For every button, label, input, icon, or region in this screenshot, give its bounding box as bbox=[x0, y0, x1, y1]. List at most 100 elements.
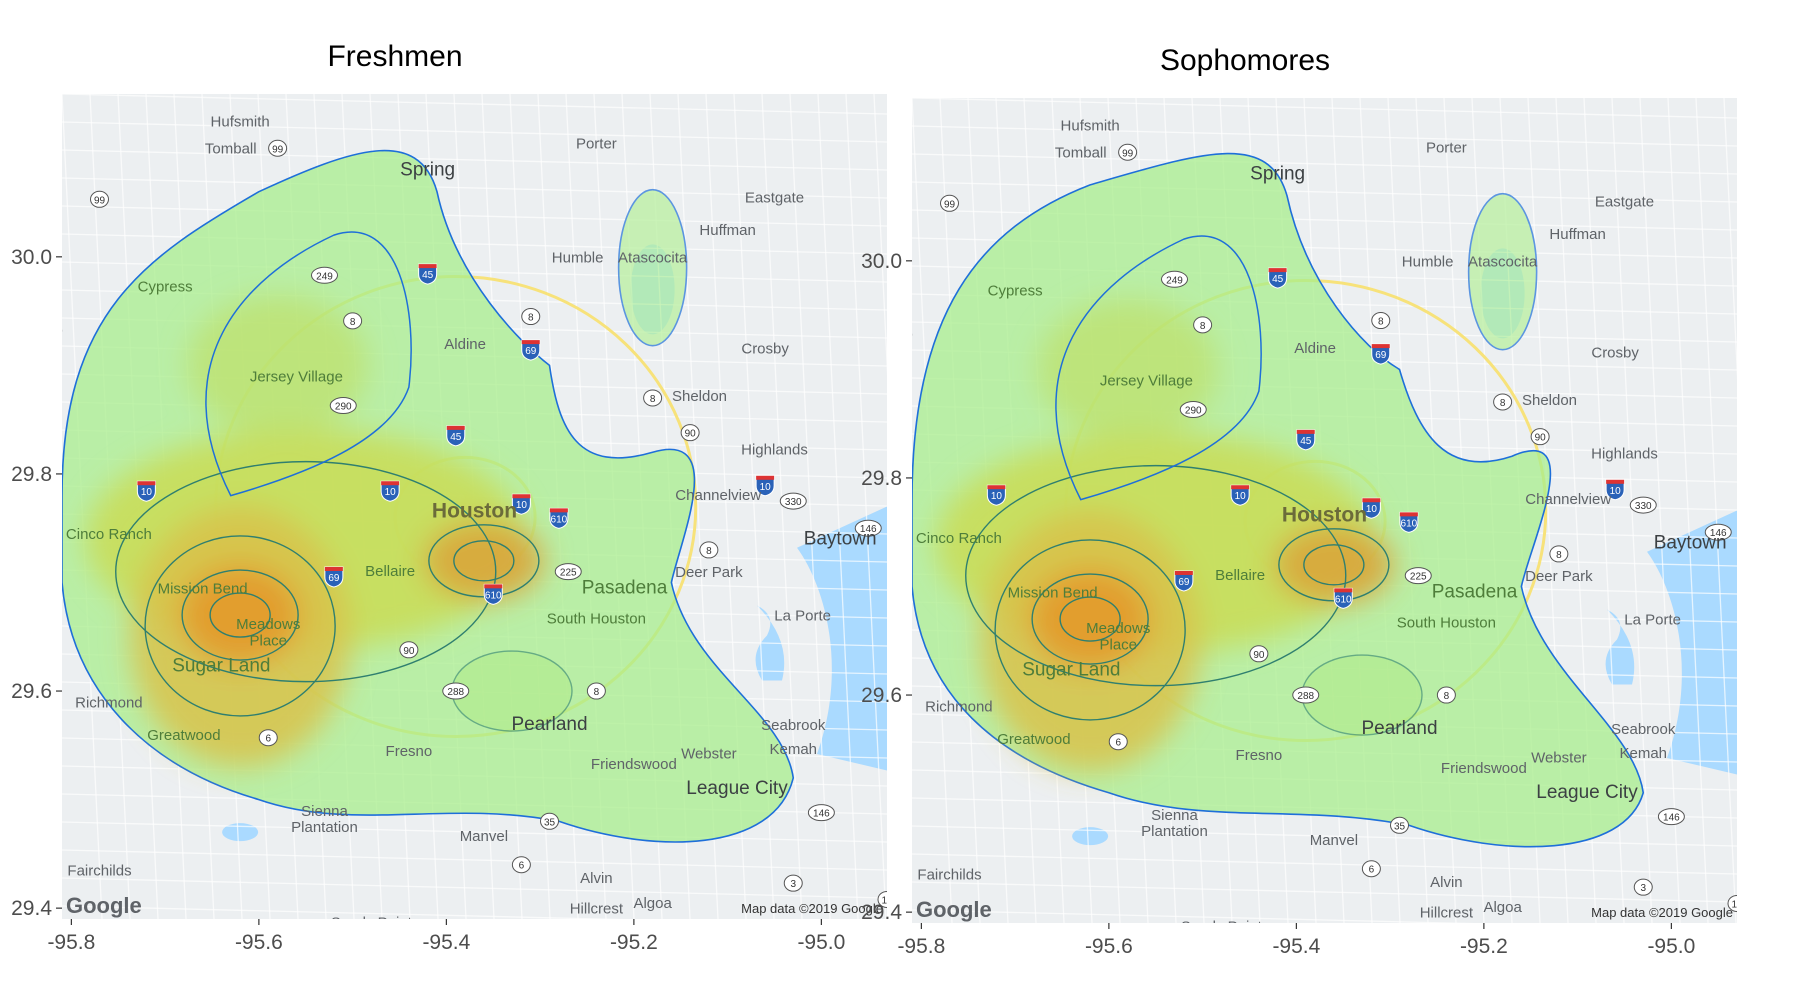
svg-text:330: 330 bbox=[785, 497, 802, 508]
svg-text:90: 90 bbox=[1253, 650, 1265, 661]
place-label: Kemah bbox=[769, 741, 817, 758]
place-label: Algoa bbox=[1483, 899, 1522, 916]
svg-text:8: 8 bbox=[706, 546, 712, 557]
place-label: Baytown bbox=[804, 528, 877, 549]
highway-shield: 69 bbox=[1174, 570, 1194, 592]
y-tick-label: 29.4 bbox=[11, 897, 52, 920]
place-label: Hillcrest bbox=[1420, 905, 1474, 922]
place-label: Hillcrest bbox=[570, 901, 624, 918]
road bbox=[62, 205, 887, 227]
lake bbox=[222, 823, 259, 842]
svg-text:90: 90 bbox=[685, 429, 697, 440]
place-label: Webster bbox=[681, 745, 737, 762]
road bbox=[912, 909, 1476, 923]
map-attribution: Map data ©2019 Google bbox=[741, 901, 883, 916]
svg-text:99: 99 bbox=[47, 327, 59, 338]
highway-shield: 90 bbox=[1530, 428, 1550, 446]
svg-text:290: 290 bbox=[335, 402, 352, 413]
map-area[interactable]: 99 99 99 249 8 45 8 69 290 8 90 45 10 10 10 10 330 146 610… bbox=[875, 98, 1764, 936]
contour-line bbox=[144, 535, 336, 717]
svg-text:69: 69 bbox=[525, 346, 537, 357]
road bbox=[1639, 98, 1681, 923]
highway-shield: 35 bbox=[540, 812, 559, 830]
place-label: Fresno bbox=[1236, 747, 1283, 764]
contour-line bbox=[181, 569, 299, 661]
place-label: Sheldon bbox=[672, 388, 727, 405]
place-label: Pearland bbox=[1361, 718, 1437, 739]
highway-shield: 10 bbox=[986, 484, 1006, 506]
x-tick-label: -95.6 bbox=[1085, 935, 1133, 958]
place-label: Aldine bbox=[444, 336, 486, 353]
place-label: Channelview bbox=[1525, 491, 1611, 508]
road bbox=[789, 94, 831, 919]
svg-text:99: 99 bbox=[272, 144, 284, 155]
place-label: Friendswood bbox=[591, 756, 677, 773]
density-map-sophomores: 99 99 99 249 8 45 8 69 290 8 90 45 10 10 10 10 330 146 610… bbox=[861, 98, 1737, 958]
svg-text:10: 10 bbox=[760, 482, 772, 493]
place-label: Huffman bbox=[699, 222, 755, 239]
road bbox=[1667, 98, 1709, 923]
highway-shield: 90 bbox=[680, 424, 700, 442]
road bbox=[1723, 98, 1737, 380]
road bbox=[845, 94, 887, 919]
place-label: Houston bbox=[432, 499, 517, 522]
highway-shield: 610 bbox=[1333, 587, 1353, 609]
svg-text:225: 225 bbox=[1410, 572, 1427, 583]
highway-shield: 90 bbox=[399, 641, 419, 659]
highway-shield: 69 bbox=[1371, 343, 1391, 365]
svg-text:8: 8 bbox=[1200, 321, 1206, 332]
highway-shield: 610 bbox=[483, 583, 503, 605]
place-label: Seabrook bbox=[761, 717, 826, 734]
place-label: Crosby bbox=[741, 340, 789, 357]
highway-shield: 8 bbox=[699, 541, 719, 559]
svg-text:10: 10 bbox=[1610, 486, 1622, 497]
place-label: Friendswood bbox=[1441, 760, 1527, 777]
highway-shield: 35 bbox=[1390, 816, 1409, 834]
place-label: Seabrook bbox=[1611, 721, 1676, 738]
road bbox=[761, 94, 803, 919]
svg-text:146: 146 bbox=[1710, 528, 1727, 539]
svg-text:10: 10 bbox=[991, 491, 1003, 502]
road bbox=[62, 177, 887, 199]
map-area[interactable]: 99 99 99 249 8 45 8 69 290 8 90 45 10 10 10 10 330 146 610… bbox=[25, 94, 914, 932]
svg-text:225: 225 bbox=[560, 568, 577, 579]
svg-text:35: 35 bbox=[1394, 821, 1406, 832]
svg-text:99: 99 bbox=[944, 199, 956, 210]
place-label: Tomball bbox=[205, 141, 257, 158]
highway-shield: 330 bbox=[1629, 496, 1657, 514]
highway-shield: 225 bbox=[1404, 567, 1432, 585]
svg-text:6: 6 bbox=[265, 734, 271, 745]
y-tick-label: 29.8 bbox=[11, 463, 52, 486]
highway-shield: 6 bbox=[1361, 860, 1381, 878]
x-tick-label: -95.0 bbox=[797, 931, 845, 954]
svg-text:146: 146 bbox=[813, 809, 830, 820]
road bbox=[912, 153, 1737, 175]
contour-line bbox=[209, 592, 271, 638]
svg-text:8: 8 bbox=[1500, 398, 1506, 409]
highway-shield: 19 bbox=[1727, 894, 1737, 912]
highway-shield: 288 bbox=[442, 682, 470, 700]
place-label: Sandy Point bbox=[331, 915, 413, 932]
highway-shield: 10 bbox=[1361, 497, 1381, 519]
place-label: Spring bbox=[1250, 163, 1305, 184]
svg-text:69: 69 bbox=[1375, 350, 1387, 361]
highway-shield: 8 bbox=[1371, 312, 1391, 330]
contour-line bbox=[965, 464, 1347, 687]
place-label: Cinco Ranch bbox=[66, 526, 152, 543]
place-label: Highlands bbox=[741, 441, 808, 458]
place-label: Sandy Point bbox=[1181, 919, 1263, 936]
bay-water bbox=[797, 506, 887, 771]
y-tick-label: 29.6 bbox=[11, 680, 52, 703]
svg-text:10: 10 bbox=[385, 487, 397, 498]
place-label: Manvel bbox=[1310, 832, 1358, 849]
contour-line bbox=[115, 460, 497, 683]
svg-text:8: 8 bbox=[650, 394, 656, 405]
road bbox=[912, 125, 1737, 147]
lake bbox=[1072, 827, 1109, 846]
svg-text:8: 8 bbox=[1378, 317, 1384, 328]
place-label: Alvin bbox=[580, 870, 613, 887]
svg-text:8: 8 bbox=[528, 313, 534, 324]
place-label: Fairchilds bbox=[917, 867, 981, 884]
svg-text:8: 8 bbox=[1444, 691, 1450, 702]
